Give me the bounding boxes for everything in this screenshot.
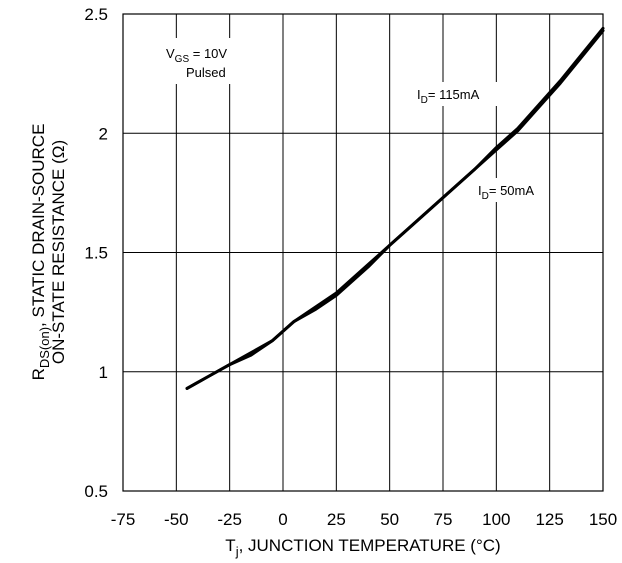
x-tick-label: 100 <box>482 510 510 529</box>
y-tick-labels: 0.5 1 1.5 2 2.5 <box>84 5 108 501</box>
vgs-sub: GS <box>175 54 190 65</box>
annotation-id-50ma-text: ID= 50mA <box>478 183 534 202</box>
x-tick-label: -50 <box>164 510 189 529</box>
id50-rest: = 50mA <box>489 183 534 198</box>
grid <box>122 13 604 492</box>
x-axis-title-sub: j <box>235 544 239 559</box>
x-tick-label: 50 <box>380 510 399 529</box>
y-axis-title-main: R <box>29 368 48 380</box>
y-axis-title-rest: , STATIC DRAIN-SOURCE <box>29 124 48 327</box>
x-tick-labels: -75 -50 -25 0 25 50 75 100 125 150 <box>111 510 617 529</box>
vgs-rest: = 10V <box>189 46 227 61</box>
y-tick-label: 1.5 <box>84 244 108 263</box>
id115-rest: = 115mA <box>428 87 480 102</box>
x-tick-label: 125 <box>535 510 563 529</box>
annotation-id-115ma-text: ID= 115mA <box>417 87 480 106</box>
annotation-vgs: VGS = 10V Pulsed <box>163 38 249 84</box>
y-tick-label: 2 <box>99 124 108 143</box>
vgs-main: V <box>166 46 175 61</box>
x-tick-label: 150 <box>589 510 617 529</box>
x-axis-title-rest: , JUNCTION TEMPERATURE (°C) <box>239 536 501 555</box>
annotation-id-115ma-background <box>414 82 520 106</box>
x-tick-label: -25 <box>217 510 242 529</box>
x-tick-label: 75 <box>434 510 453 529</box>
annotation-id-50ma-background <box>476 178 546 202</box>
y-tick-label: 2.5 <box>84 5 108 24</box>
plot-frame <box>122 13 604 492</box>
annotation-vgs-background <box>163 38 249 84</box>
id115-main: I <box>417 87 421 102</box>
y-tick-label: 1 <box>99 363 108 382</box>
id115-sub: D <box>421 95 428 106</box>
annotation-id-50ma: ID= 50mA <box>476 178 546 202</box>
x-tick-label: 25 <box>327 510 346 529</box>
x-axis-title-main: T <box>225 536 235 555</box>
y-tick-label: 0.5 <box>84 482 108 501</box>
x-axis-title: Tj, JUNCTION TEMPERATURE (°C) <box>225 536 500 559</box>
id50-main: I <box>478 183 482 198</box>
y-axis-title-line2: ON-STATE RESISTANCE (Ω) <box>49 140 68 364</box>
x-tick-label: -75 <box>111 510 136 529</box>
annotation-pulsed: Pulsed <box>186 65 226 80</box>
y-axis-title: RDS(on), STATIC DRAIN-SOURCE ON-STATE RE… <box>29 124 68 381</box>
series-curves <box>185 26 605 390</box>
x-tick-label: 0 <box>278 510 287 529</box>
y-axis-title-sub: DS(on) <box>37 327 52 368</box>
annotation-id-115ma: ID= 115mA <box>414 82 520 106</box>
y-axis-title-line1: RDS(on), STATIC DRAIN-SOURCE <box>29 124 52 381</box>
id50-sub: D <box>482 191 489 202</box>
series-line-id-50ma <box>185 29 605 390</box>
series-line-id-115ma <box>185 26 605 390</box>
annotation-vgs-text: VGS = 10V <box>166 46 227 65</box>
